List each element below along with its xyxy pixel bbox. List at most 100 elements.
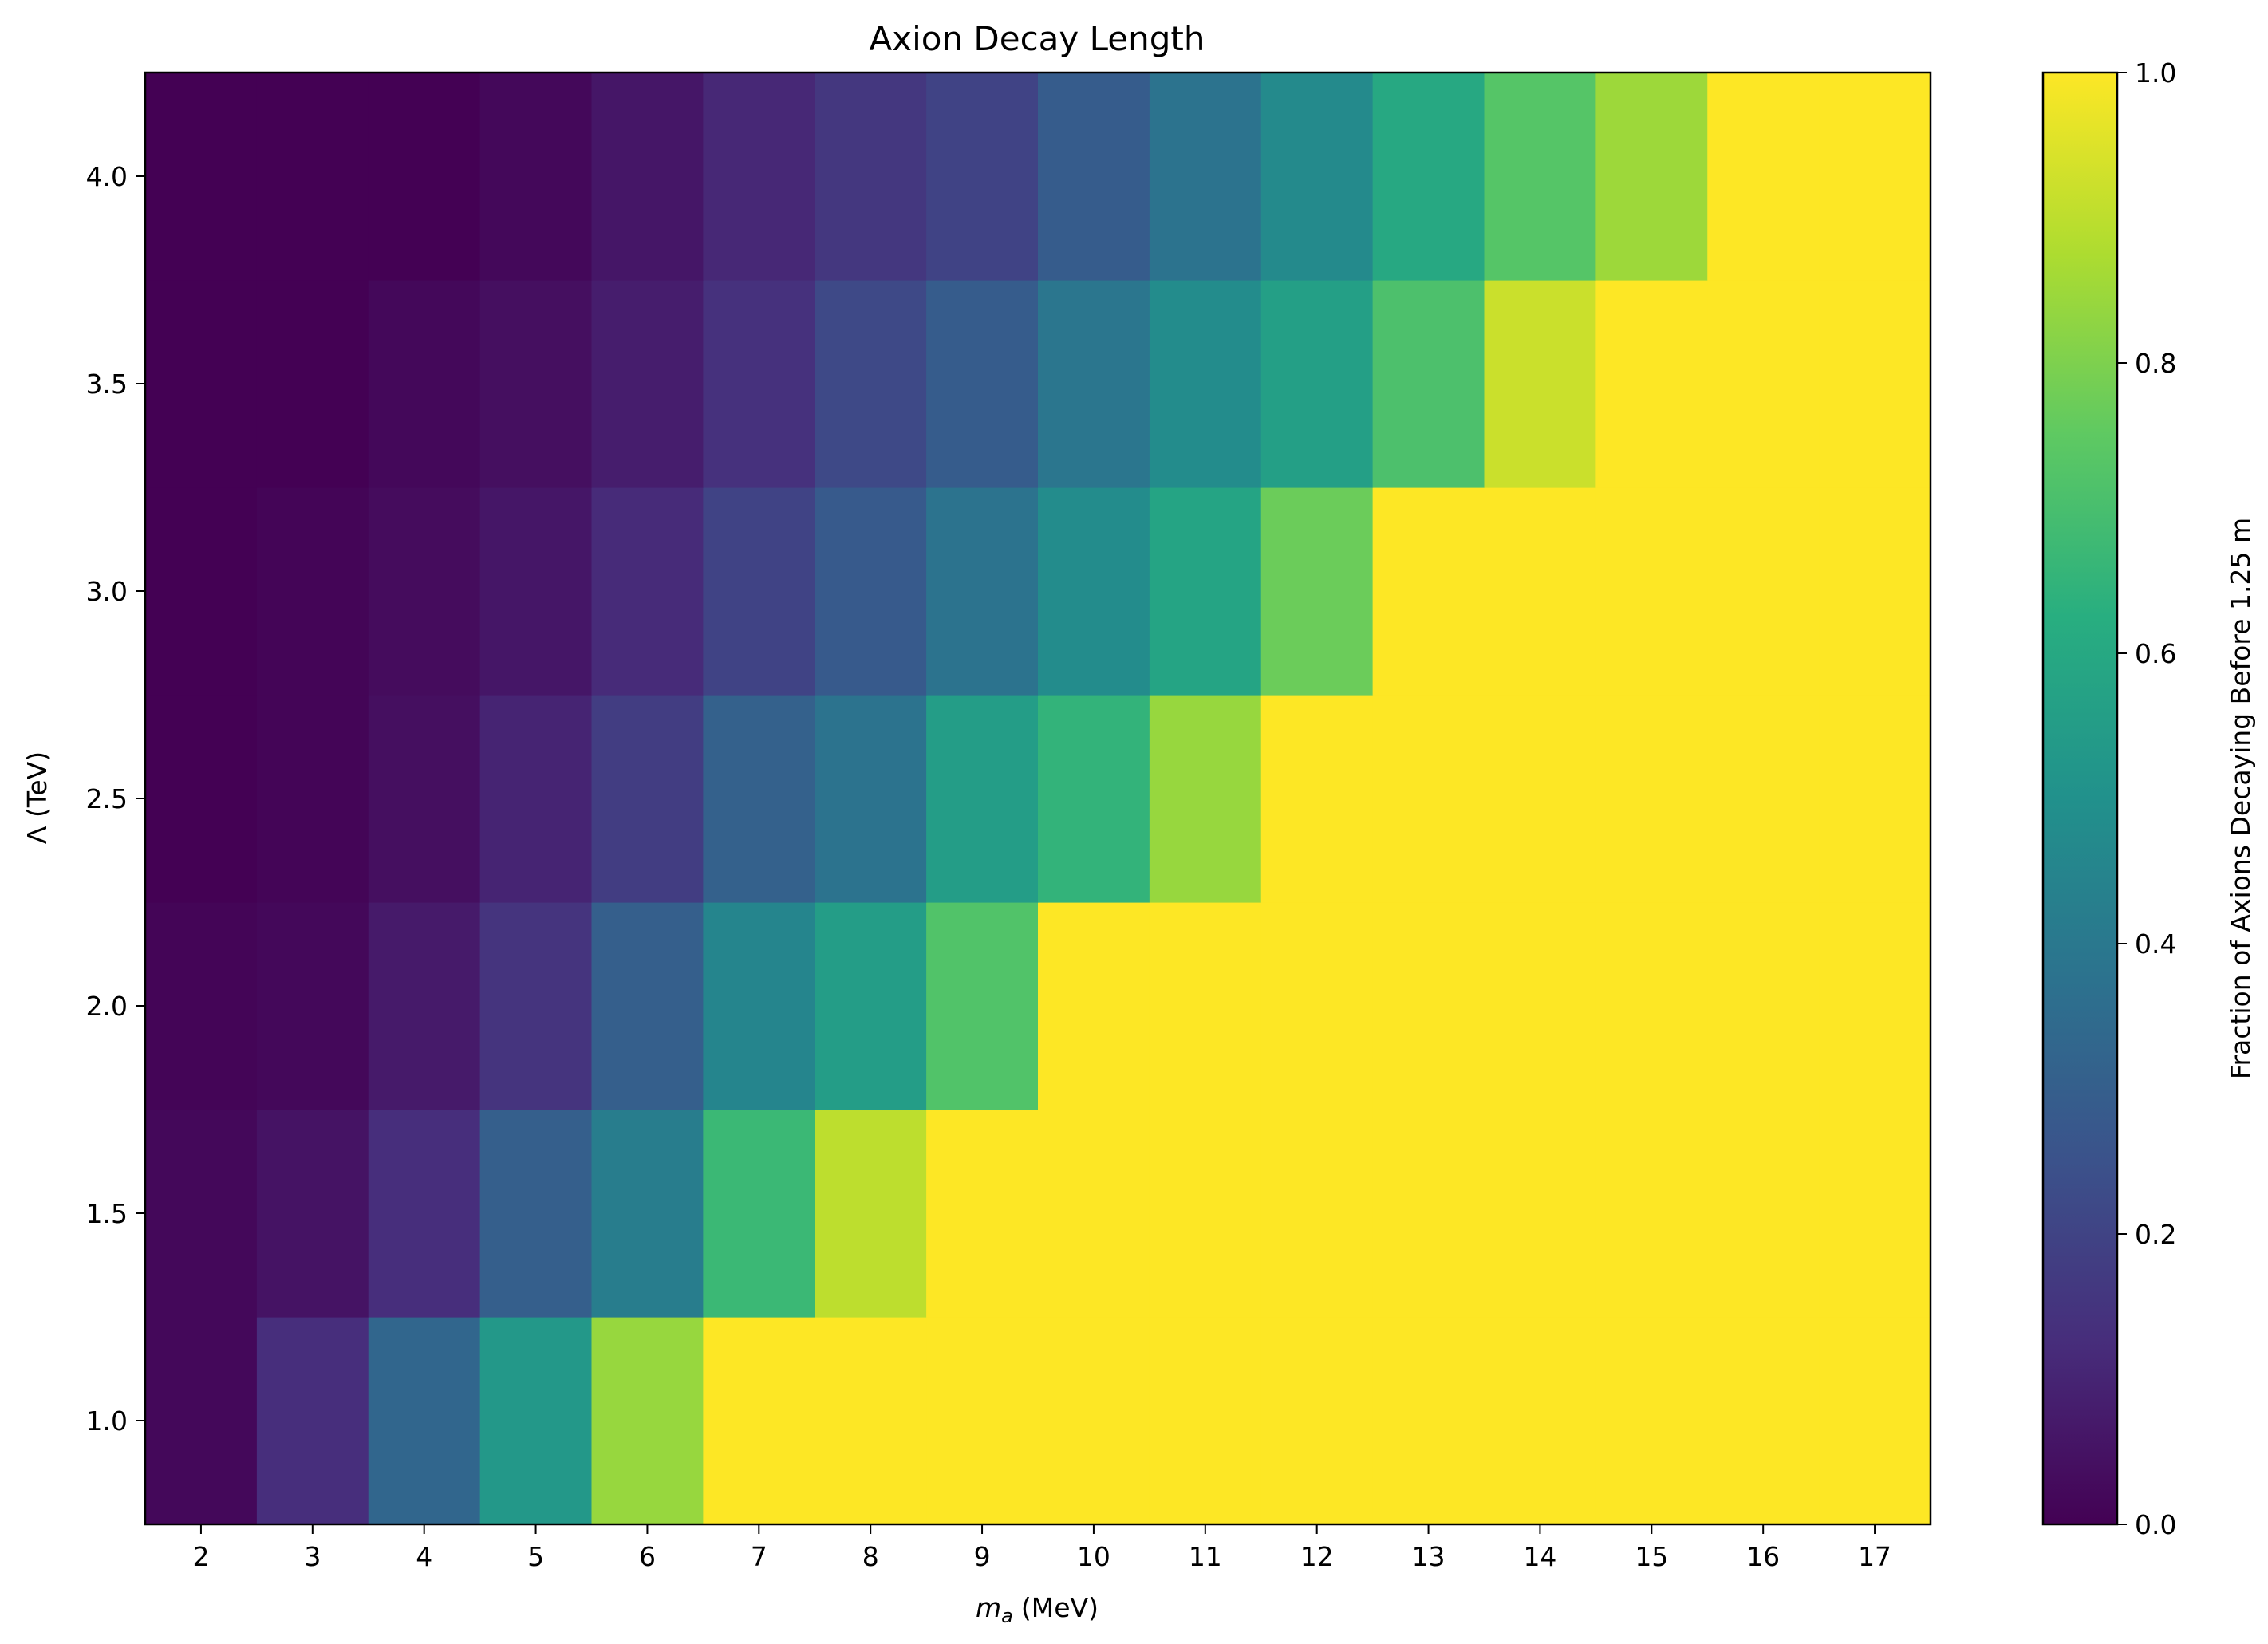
heatmap-cell (1372, 1317, 1485, 1525)
heatmap-cell (1595, 73, 1708, 281)
colorbar-tick-label: 0.8 (2135, 348, 2176, 379)
colorbar-tick-label: 0.0 (2135, 1509, 2176, 1540)
heatmap-cell (1595, 280, 1708, 488)
heatmap-cell (1260, 1317, 1374, 1525)
heatmap-cell (1819, 1317, 1931, 1525)
heatmap-cell (256, 73, 369, 281)
heatmap-cell (1819, 695, 1931, 903)
heatmap-cell (1260, 73, 1374, 281)
x-tick-label: 2 (192, 1541, 209, 1572)
heatmap-cell (1819, 280, 1931, 488)
x-tick-label: 15 (1635, 1541, 1668, 1572)
x-tick-label: 12 (1300, 1541, 1334, 1572)
heatmap-cell (1707, 280, 1820, 488)
heatmap-cell (926, 695, 1039, 903)
heatmap-cell (1260, 902, 1374, 1110)
heatmap-cell (1595, 902, 1708, 1110)
heatmap-cell (145, 902, 258, 1110)
heatmap-cell (145, 280, 258, 488)
heatmap-cell (1149, 902, 1262, 1110)
heatmap-cell (479, 280, 593, 488)
y-tick-label: 1.0 (86, 1405, 128, 1437)
x-tick-label: 4 (416, 1541, 432, 1572)
heatmap-cell (256, 1110, 369, 1318)
heatmap-cell (1149, 487, 1262, 696)
heatmap-cell (1484, 1317, 1596, 1525)
heatmap-cell (591, 902, 704, 1110)
x-axis-label-unit: (MeV) (1021, 1592, 1099, 1623)
x-tick-label: 11 (1189, 1541, 1222, 1572)
colorbar-tick-label: 0.2 (2135, 1219, 2176, 1250)
heatmap-cell (591, 1110, 704, 1318)
heatmap-cell (368, 487, 481, 696)
y-tick-label: 3.5 (86, 369, 128, 400)
heatmap-cell (1038, 695, 1150, 903)
heatmap-cell (1038, 73, 1150, 281)
heatmap-cell (256, 487, 369, 696)
heatmap-cell (1707, 73, 1820, 281)
y-tick-label: 2.5 (86, 783, 128, 814)
heatmap-cell (1260, 280, 1374, 488)
heatmap-cell (815, 902, 927, 1110)
heatmap-cell (1595, 695, 1708, 903)
y-tick-label: 1.5 (86, 1198, 128, 1229)
heatmap-cell (145, 73, 258, 281)
x-tick-label: 6 (639, 1541, 656, 1572)
heatmap-cell (479, 1110, 593, 1318)
heatmap-cell (1149, 1317, 1262, 1525)
heatmap-cell (703, 1317, 815, 1525)
x-axis-label: ma (MeV) (976, 1592, 1099, 1627)
x-tick-label: 14 (1523, 1541, 1556, 1572)
heatmap-cell (1038, 280, 1150, 488)
y-axis-ticks: 1.0 1.5 2.0 2.5 3.0 3.5 4.0 (86, 161, 145, 1437)
heatmap-cell (926, 1110, 1039, 1318)
heatmap-cell (1484, 487, 1596, 696)
heatmap-cell (1484, 902, 1596, 1110)
colorbar-tick-label: 0.4 (2135, 928, 2176, 960)
heatmap-cell (591, 280, 704, 488)
heatmap-cell (926, 1317, 1039, 1525)
x-tick-label: 13 (1412, 1541, 1446, 1572)
heatmap-cell (1819, 1110, 1931, 1318)
heatmap-cell (815, 487, 927, 696)
heatmap-cell (1372, 1110, 1485, 1318)
heatmap-cell (1260, 487, 1374, 696)
heatmap-cells (145, 73, 1931, 1525)
heatmap-cell (591, 73, 704, 281)
heatmap-cell (1038, 487, 1150, 696)
heatmap-cell (145, 1110, 258, 1318)
heatmap-cell (926, 902, 1039, 1110)
chart-title: Axion Decay Length (869, 19, 1205, 58)
heatmap-cell (815, 1317, 927, 1525)
heatmap-cell (1372, 487, 1485, 696)
y-axis-label: Λ (TeV) (22, 751, 53, 844)
x-tick-label: 17 (1858, 1541, 1891, 1572)
heatmap-cell (703, 695, 815, 903)
x-tick-label: 8 (862, 1541, 879, 1572)
heatmap-cell (1260, 695, 1374, 903)
colorbar-tick-label: 1.0 (2135, 57, 2176, 89)
heatmap-cell (479, 73, 593, 281)
x-axis-label-subscript: a (1001, 1605, 1013, 1627)
heatmap-cell (1149, 695, 1262, 903)
heatmap-cell (1707, 1317, 1820, 1525)
heatmap-cell (145, 487, 258, 696)
x-tick-label: 7 (751, 1541, 767, 1572)
heatmap-cell (1484, 1110, 1596, 1318)
heatmap-cell (1819, 902, 1931, 1110)
colorbar-ticks: 0.0 0.2 0.4 0.6 0.8 1.0 (2117, 57, 2176, 1540)
heatmap-cell (1038, 1110, 1150, 1318)
x-tick-label: 3 (304, 1541, 321, 1572)
heatmap-cell (1707, 902, 1820, 1110)
heatmap-cell (1595, 1110, 1708, 1318)
heatmap-cell (479, 487, 593, 696)
heatmap-cell (1707, 487, 1820, 696)
colorbar (2041, 71, 2119, 1526)
heatmap-cell (368, 1317, 481, 1525)
heatmap-cell (1707, 695, 1820, 903)
heatmap-cell (1372, 902, 1485, 1110)
heatmap-cell (591, 1317, 704, 1525)
y-tick-label: 3.0 (86, 576, 128, 607)
heatmap-cell (479, 695, 593, 903)
